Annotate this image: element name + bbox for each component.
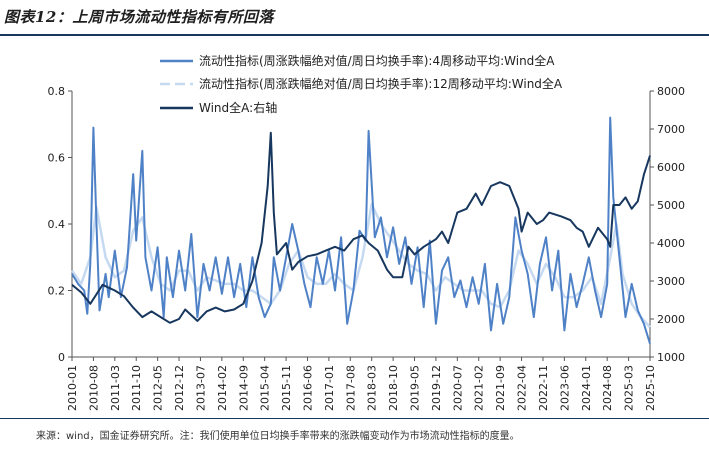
x-tick-label: 2011-10 <box>130 365 143 411</box>
x-tick-label: 2010-01 <box>66 365 79 411</box>
right-tick-label: 5000 <box>657 199 685 212</box>
x-tick-label: 2020-07 <box>451 365 464 411</box>
left-tick-label: 0.4 <box>48 218 66 231</box>
liquidity-chart: 流动性指标(周涨跌幅绝对值/周日均换手率):4周移动平均:Wind全A 流动性指标… <box>48 53 686 411</box>
x-tick-label: 2023-06 <box>558 365 571 411</box>
x-tick-label: 2016-06 <box>301 365 314 411</box>
source-note: 来源：wind，国金证券研究所。注：我们使用单位日均换手率带来的涨跌幅变动作为市… <box>36 431 520 442</box>
x-tick-label: 2019-12 <box>430 365 443 411</box>
x-tick-label: 2024-01 <box>580 365 593 411</box>
right-tick-label: 6000 <box>657 161 685 174</box>
series-wind-a-line <box>71 131 651 324</box>
series-4wk-ma-line <box>71 116 651 344</box>
right-tick-label: 1000 <box>657 351 685 364</box>
x-tick-label: 2019-05 <box>409 365 422 411</box>
title-rule <box>0 34 709 36</box>
x-tick-label: 2014-09 <box>237 365 250 411</box>
x-tick-label: 2017-01 <box>323 365 336 411</box>
legend-label-3: Wind全A:右轴 <box>199 100 277 115</box>
x-tick-label: 2015-04 <box>259 365 272 411</box>
legend-label-1: 流动性指标(周涨跌幅绝对值/周日均换手率):4周移动平均:Wind全A <box>199 53 555 68</box>
right-tick-label: 7000 <box>657 123 685 136</box>
x-tick-label: 2021-09 <box>494 365 507 411</box>
right-tick-label: 8000 <box>657 85 685 98</box>
x-tick-label: 2022-11 <box>537 365 550 411</box>
x-tick-label: 2025-10 <box>644 365 657 411</box>
left-tick-label: 0.8 <box>48 85 66 98</box>
x-tick-label: 2025-03 <box>623 365 636 411</box>
left-tick-label: 0.6 <box>48 152 66 165</box>
x-tick-label: 2011-03 <box>109 365 122 411</box>
chart-axes: 0 0.2 0.4 0.6 0.8 1000 2000 3000 4000 5000 6000 700… <box>48 85 686 411</box>
source-rule <box>0 418 709 419</box>
chart-legend: 流动性指标(周涨跌幅绝对值/周日均换手率):4周移动平均:Wind全A 流动性指标… <box>160 53 563 115</box>
x-tick-label: 2021-02 <box>473 365 486 411</box>
x-tick-label: 2018-03 <box>366 365 379 411</box>
x-tick-label: 2014-02 <box>216 365 229 411</box>
x-tick-label: 2017-08 <box>344 365 357 411</box>
left-tick-label: 0.2 <box>48 285 66 298</box>
x-tick-label: 2012-05 <box>152 365 165 411</box>
x-tick-label: 2015-11 <box>280 365 293 411</box>
right-tick-label: 4000 <box>657 237 685 250</box>
series-12wk-ma-line <box>70 202 651 328</box>
left-tick-label: 0 <box>58 351 65 364</box>
x-tick-label: 2024-08 <box>601 365 614 411</box>
chart-plot-area <box>70 116 651 344</box>
x-tick-label: 2012-12 <box>173 365 186 411</box>
x-tick-label: 2018-10 <box>387 365 400 411</box>
right-tick-label: 2000 <box>657 313 685 326</box>
legend-label-2: 流动性指标(周涨跌幅绝对值/周日均换手率):12周移动平均:Wind全A <box>199 76 563 91</box>
right-tick-label: 3000 <box>657 275 685 288</box>
x-tick-label: 2010-08 <box>87 365 100 411</box>
x-tick-label: 2013-07 <box>194 365 207 411</box>
x-tick-label: 2022-04 <box>516 365 529 411</box>
figure-title: 图表12：上周市场流动性指标有所回落 <box>4 8 274 26</box>
